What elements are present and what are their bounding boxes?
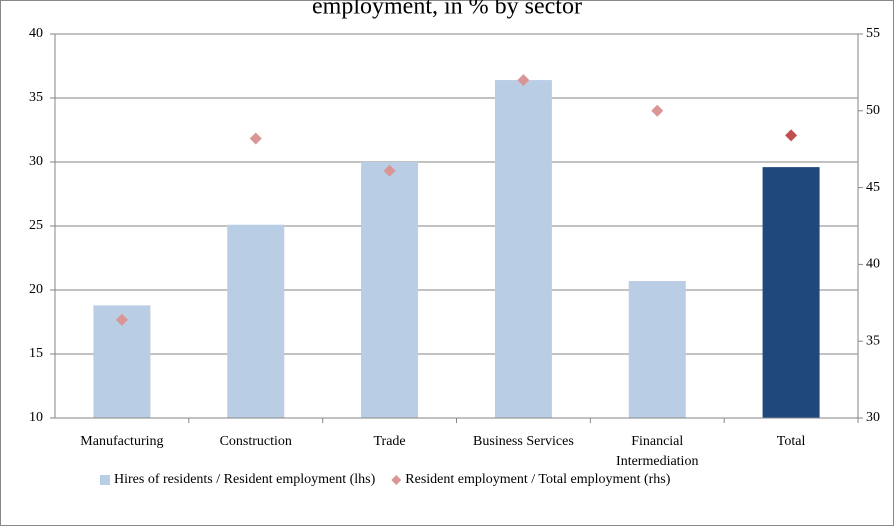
chart-title: employment, in % by sector bbox=[312, 0, 582, 20]
y2-tick-label: 55 bbox=[866, 26, 880, 41]
y2-tick-label: 50 bbox=[866, 103, 880, 118]
y-tick-label: 35 bbox=[29, 90, 43, 105]
y-tick-label: 20 bbox=[29, 282, 43, 297]
y2-tick-label: 40 bbox=[866, 257, 880, 272]
y-tick-label: 15 bbox=[29, 346, 43, 361]
legend-label: Hires of residents / Resident employment… bbox=[114, 472, 376, 487]
y2-tick-label: 30 bbox=[866, 410, 880, 425]
diamond-marker bbox=[517, 74, 530, 87]
diamond-marker bbox=[651, 104, 664, 117]
x-tick-label: Trade bbox=[373, 434, 406, 449]
bar bbox=[227, 224, 285, 418]
y-tick-label: 25 bbox=[29, 218, 43, 233]
legend-swatch bbox=[391, 475, 402, 485]
diamond-marker bbox=[785, 129, 798, 142]
bar bbox=[361, 162, 419, 418]
diamond-marker bbox=[249, 132, 262, 145]
y2-tick-label: 45 bbox=[866, 180, 880, 195]
bar bbox=[628, 281, 686, 418]
diamond-marker bbox=[383, 164, 396, 177]
x-tick-label: Total bbox=[776, 434, 806, 449]
y2-tick-label: 35 bbox=[866, 333, 880, 348]
x-tick-label: Financial Intermediation bbox=[616, 434, 699, 469]
y-tick-label: 10 bbox=[29, 410, 43, 425]
bar bbox=[762, 167, 820, 418]
diamond-marker bbox=[115, 313, 128, 326]
x-tick-label: Manufacturing bbox=[80, 434, 164, 449]
x-tick-label: Business Services bbox=[473, 434, 574, 449]
bar bbox=[494, 80, 552, 418]
y-tick-label: 30 bbox=[29, 154, 43, 169]
legend-label: Resident employment / Total employment (… bbox=[405, 472, 670, 487]
y-tick-label: 40 bbox=[29, 26, 43, 41]
x-tick-label: Construction bbox=[219, 434, 292, 449]
legend-swatch bbox=[100, 475, 110, 485]
